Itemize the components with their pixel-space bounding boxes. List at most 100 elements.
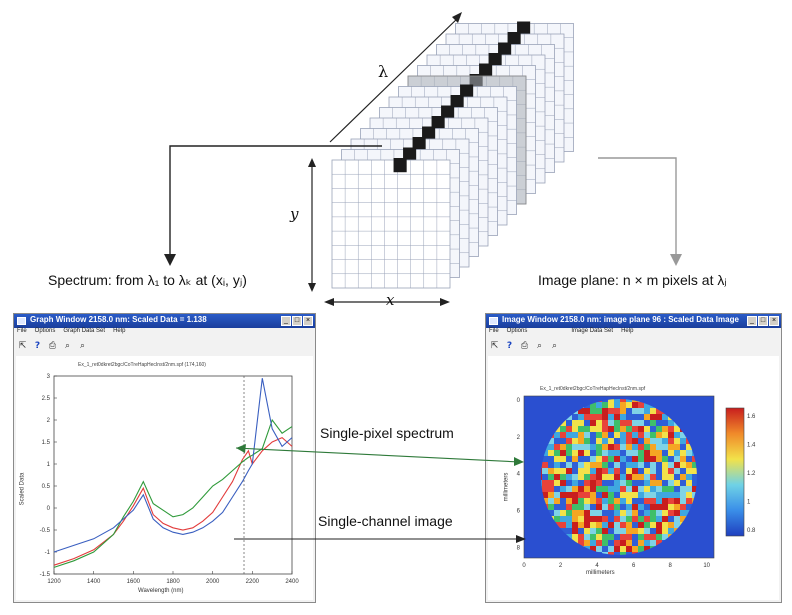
y-axis-arrowhead-top [308,158,316,167]
single-pixel-connector [235,444,524,466]
x-tick-label: 2000 [206,579,220,585]
hypercube-layers [331,21,574,289]
colorbar-tick-label: 1 [747,500,751,506]
x-tick-label: 1600 [127,579,141,585]
y-tick-label: 0.5 [42,484,51,490]
graph-plot-panel: Ex_1_ret0dkret2bgc/CoTreHapHecInst/2nm.s… [16,356,313,600]
minimize-button[interactable]: _ [747,316,757,326]
menu-help[interactable]: Help [621,328,634,334]
image-subtitle: Ex_1_ret0dkret2bgc/CoTreHapHecInst/2nm.s… [540,386,646,392]
x-tick-label: 6 [632,563,636,569]
colorbar-tick-label: 0.8 [747,528,756,534]
graph-toolbar: ⇱ ? ⎙ ⌕ ⌕ [14,339,315,353]
y-tick-label: 6 [517,508,521,514]
single-channel-caption: Single-channel image [318,513,453,529]
graph-subtitle: Ex_1_ret0dkret2bgc/CoTreHapHecInst/2nm.s… [78,362,206,368]
spectrum-arrowhead [164,254,176,266]
x-tick-label: 2 [559,563,563,569]
x-tick-label: 4 [595,563,599,569]
zoom-out-icon[interactable]: ⌕ [79,340,86,351]
image-window: Image Window 2158.0 nm: image plane 96 :… [485,313,782,603]
image-window-title: Image Window 2158.0 nm: image plane 96 :… [502,315,739,324]
x-tick-label: 1800 [166,579,180,585]
y-tick-label: 8 [517,545,521,551]
cursor-icon[interactable]: ⇱ [490,340,499,351]
image-plane-arrow [598,157,677,258]
y-tick-label: 2 [47,418,51,424]
single-channel-map: 0 2 4 6 8 10 0 2 4 6 8 1.6 1.4 1.2 1 0.8 [517,395,756,569]
graph-window: Graph Window 2158.0 nm: Scaled Data = 1.… [13,313,316,603]
x-axis-label: x [386,291,395,309]
spectrum-series-line [53,436,293,566]
x-tick-label: 0 [522,563,526,569]
spectrum-caption: Spectrum: from λ₁ to λₖ at (xᵢ, yⱼ) [48,272,247,288]
zoom-in-icon[interactable]: ⌕ [64,340,71,351]
help-icon[interactable]: ? [34,340,41,351]
zoom-out-icon[interactable]: ⌕ [551,340,558,351]
x-tick-label: 2400 [285,579,299,585]
colorbar-tick-label: 1.4 [747,443,756,449]
spectrum-arrow [169,145,382,258]
y-tick-label: 4 [517,472,521,478]
lambda-axis-label: λ [378,62,389,81]
cursor-icon[interactable]: ⇱ [18,340,27,351]
menu-options[interactable]: Options [34,328,56,334]
image-plot-panel: Ex_1_ret0dkret2bgc/CoTreHapHecInst/2nm.s… [488,356,779,600]
y-tick-label: 2.5 [42,396,51,402]
close-button[interactable]: × [769,316,779,326]
image-toolbar: ⇱ ? ⎙ ⌕ ⌕ [486,339,781,353]
image-plane-arrowhead [670,254,682,266]
help-icon[interactable]: ? [506,340,513,351]
x-tick-label: 1400 [87,579,101,585]
image-menubar: File Options Image Data Set Help [486,328,781,338]
spectrum-series-line [53,378,293,553]
lambda-axis-arrowhead [452,12,462,23]
menu-help[interactable]: Help [113,328,126,334]
zoom-in-icon[interactable]: ⌕ [536,340,543,351]
y-tick-label: 0 [517,398,521,404]
y-tick-label: -1.5 [40,572,51,578]
single-channel-connector [234,535,526,543]
diagram-arrows [164,12,682,292]
y-axis-arrowhead-bottom [308,283,316,292]
maximize-button[interactable]: □ [758,316,768,326]
menu-file[interactable]: File [489,328,499,334]
maximize-button[interactable]: □ [292,316,302,326]
image-plane-caption: Image plane: n × m pixels at λⱼ [538,272,727,288]
x-tick-label: 8 [668,563,672,569]
menu-file[interactable]: File [17,328,27,334]
x-tick-label: 2200 [246,579,260,585]
y-axis-label: y [290,205,299,223]
image-window-titlebar[interactable]: Image Window 2158.0 nm: image plane 96 :… [486,314,781,328]
cube-layer [331,158,451,289]
colorbar-tick-label: 1.2 [747,471,756,477]
app-icon [489,317,498,325]
menu-image-data-set[interactable]: Image Data Set [571,328,614,334]
menu-graph-data-set[interactable]: Graph Data Set [63,328,106,334]
y-tick-label: 3 [47,374,51,380]
menu-options[interactable]: Options [506,328,528,334]
colorbar-tick-label: 1.6 [747,414,756,420]
graph-window-titlebar[interactable]: Graph Window 2158.0 nm: Scaled Data = 1.… [14,314,315,328]
print-icon[interactable]: ⎙ [520,340,529,351]
hypercube-diagram [164,12,682,292]
close-button[interactable]: × [303,316,313,326]
graph-xlabel: Wavelength (nm) [138,588,184,594]
y-tick-label: 1 [47,462,51,468]
x-axis-arrowheads [324,298,450,306]
graph-window-title: Graph Window 2158.0 nm: Scaled Data = 1.… [30,315,207,324]
single-pixel-caption: Single-pixel spectrum [320,425,454,441]
minimize-button[interactable]: _ [281,316,291,326]
x-tick-label: 10 [703,563,710,569]
y-tick-label: 1.5 [42,440,51,446]
y-tick-label: 0 [47,506,51,512]
print-icon[interactable]: ⎙ [48,340,57,351]
x-tick-label: 1200 [47,579,61,585]
app-icon [17,317,26,325]
lambda-axis-arrow [329,15,461,143]
spectrum-pixel [393,158,407,173]
y-tick-label: 2 [517,435,521,441]
image-xlabel: millimeters [586,570,615,576]
